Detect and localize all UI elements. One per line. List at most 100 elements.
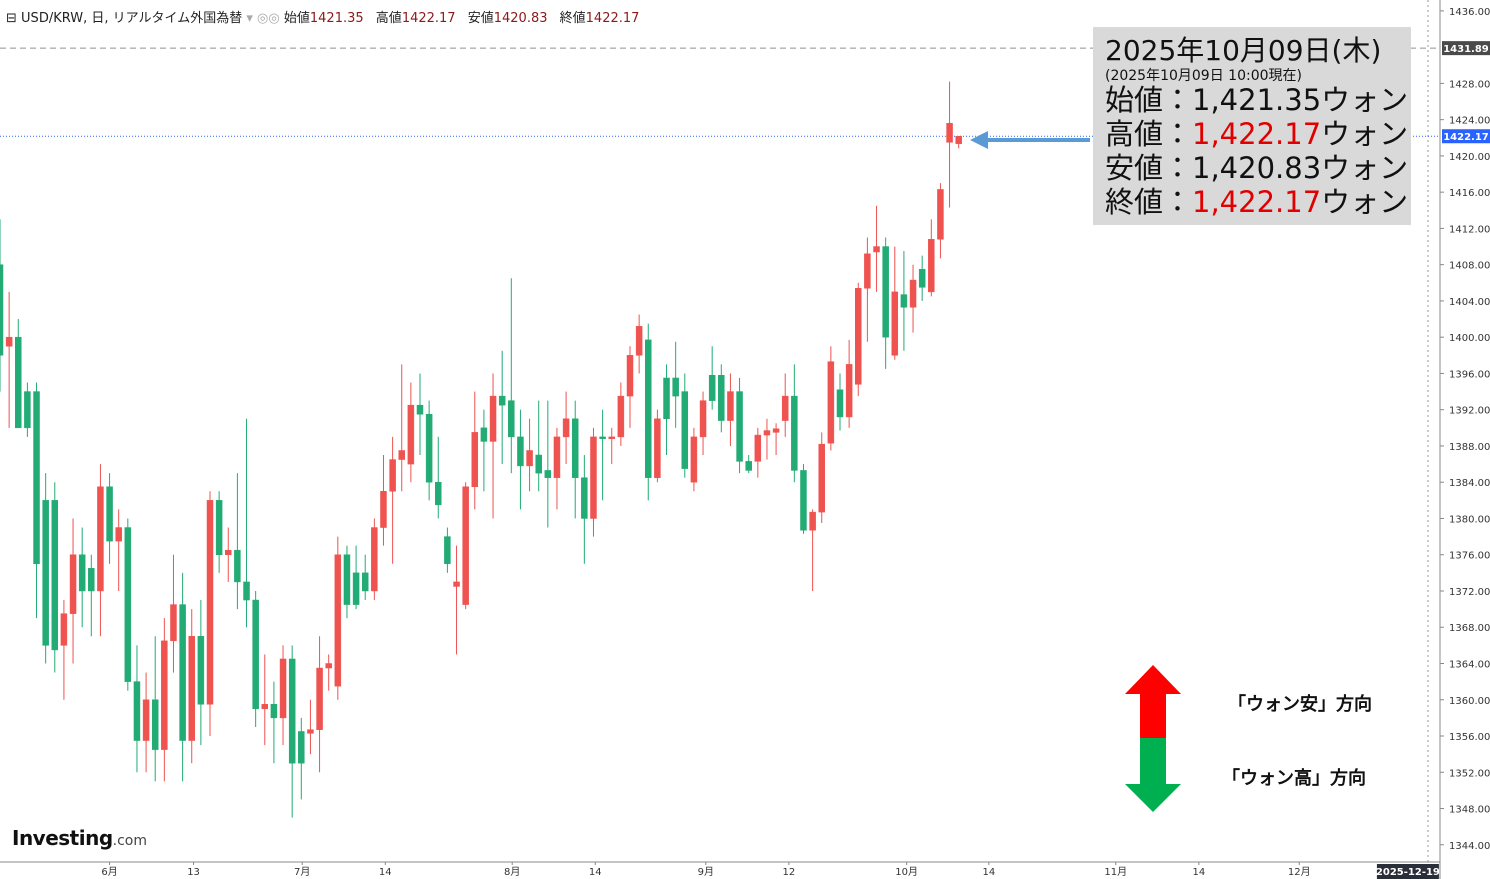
candle-body [88, 568, 95, 592]
candle-body [909, 279, 917, 308]
candle-body [298, 731, 305, 764]
y-tick-label: 1428.00 [1449, 79, 1490, 90]
candle-body [937, 189, 944, 240]
price-badge [1442, 129, 1490, 144]
annotation-line: 終値：1,422.17ウォン [1105, 185, 1408, 219]
annotation-line: 始値：1,421.35ウォン [1105, 83, 1408, 117]
dropdown-icon[interactable]: ▾ ◎◎ [246, 11, 280, 26]
candle-body [581, 477, 588, 519]
candle-body [42, 500, 49, 646]
chart-title: USD/KRW, 日, リアルタイム外国為替 [21, 11, 243, 26]
candle-body [243, 581, 250, 601]
candle-body [380, 491, 387, 528]
candle-body [727, 391, 734, 421]
candle-body [517, 436, 524, 467]
down-arrow [1125, 738, 1181, 812]
candle-body [946, 123, 953, 143]
annotation-line: 安値：1,420.83ウォン [1105, 151, 1408, 185]
candle-body [416, 404, 424, 415]
candle-body [51, 500, 59, 651]
x-tick-label: 14 [589, 867, 602, 878]
up-arrow [1125, 665, 1181, 738]
candle-body [736, 391, 743, 462]
annotation-unit: ウォン [1321, 151, 1409, 185]
candle-body [535, 454, 542, 474]
y-tick-label: 1392.00 [1449, 406, 1490, 417]
candle-body [608, 436, 615, 439]
candle-body [900, 294, 908, 308]
pointer-arrow-head [970, 131, 988, 149]
annotation-value: 1,422.17 [1192, 117, 1322, 151]
price-badge [1442, 41, 1490, 56]
annotation-box: 2025年10月09日(木) (2025年10月09日 10:00現在) 始値：… [1093, 27, 1411, 225]
candle-body [708, 375, 716, 401]
candle-body [252, 599, 259, 710]
candle-body [781, 395, 789, 421]
candle-body [389, 459, 396, 492]
candle-body [69, 554, 77, 614]
candle-body [334, 554, 342, 687]
legend-label: 始値 [283, 11, 310, 26]
logo-suffix: .com [112, 833, 148, 849]
candle-body [590, 436, 597, 519]
x-tick-label: 12月 [1288, 866, 1311, 878]
candle-body [836, 389, 844, 418]
candle-body [170, 604, 177, 642]
candle-body [508, 400, 515, 438]
candle-body [571, 418, 579, 478]
annotation-unit: ウォン [1321, 83, 1409, 117]
annotation-note: (2025年10月09日 10:00現在) [1105, 68, 1302, 84]
x-tick-label: 13 [187, 867, 200, 878]
collapse-icon[interactable]: ⊟ [6, 11, 17, 26]
annotation-unit: ウォン [1321, 185, 1409, 219]
y-tick-label: 1384.00 [1449, 478, 1490, 489]
legend-value: 1420.83 [493, 11, 548, 26]
y-tick-label: 1388.00 [1449, 442, 1490, 453]
x-marker-label: 2025-12-19 [1376, 867, 1440, 878]
candle-body [745, 461, 752, 471]
candle-body [288, 658, 296, 764]
candle-body [772, 428, 780, 433]
y-tick-label: 1416.00 [1449, 188, 1490, 199]
y-tick-label: 1372.00 [1449, 587, 1490, 598]
y-tick-label: 1360.00 [1449, 696, 1490, 707]
x-tick-label: 14 [1192, 867, 1205, 878]
annotation-label: 高値： [1105, 117, 1193, 151]
candle-body [654, 418, 661, 478]
candle-body [891, 291, 899, 356]
candle-body [270, 704, 278, 719]
candle-body [480, 427, 488, 442]
annotation-value: 1,420.83 [1192, 151, 1322, 185]
candle-body [425, 413, 433, 483]
candle-body [827, 361, 835, 444]
y-tick-label: 1424.00 [1449, 116, 1490, 127]
candle-body [955, 135, 962, 144]
candle-body [645, 339, 652, 478]
candle-body [663, 377, 670, 420]
candle-body [115, 527, 122, 542]
candle-body [635, 326, 643, 356]
candle-body [179, 604, 186, 741]
annotation-label: 始値： [1105, 83, 1193, 117]
candle-body [352, 572, 360, 605]
candle-body [791, 395, 798, 471]
annotation-line: 高値：1,422.17ウォン [1105, 117, 1408, 151]
legend-label: 安値 [467, 11, 494, 26]
y-tick-label: 1348.00 [1449, 805, 1490, 816]
legend-value: 1422.17 [401, 11, 456, 26]
candle-body [78, 554, 86, 592]
candle-body [142, 699, 150, 741]
candle-body [453, 581, 460, 587]
candle-body [343, 554, 351, 605]
candle-body [928, 239, 935, 293]
annotation-value: 1,422.17 [1192, 185, 1322, 219]
candle-body [882, 246, 889, 338]
y-tick-label: 1344.00 [1449, 841, 1490, 852]
candle-body [316, 667, 323, 730]
candle-body [398, 450, 405, 460]
x-tick-label: 10月 [895, 866, 918, 878]
candle-body [444, 536, 451, 565]
candle-body [124, 527, 132, 682]
y-tick-label: 1404.00 [1449, 297, 1490, 308]
